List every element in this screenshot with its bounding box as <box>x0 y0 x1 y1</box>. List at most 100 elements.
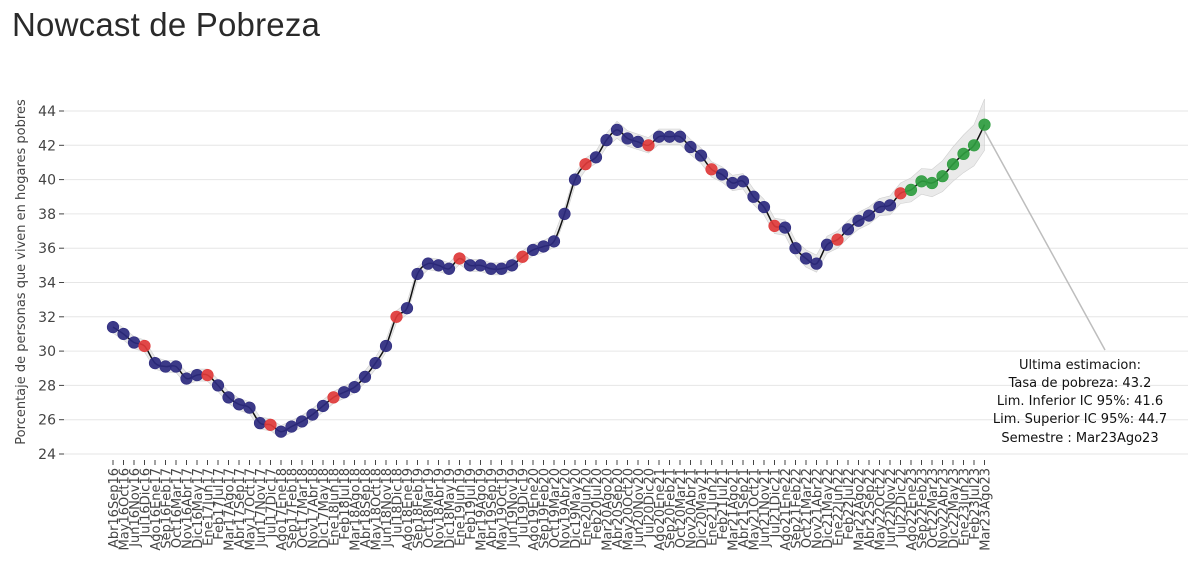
x-tick-label: Dic16May17 <box>191 468 206 549</box>
x-tick-label: Feb21Jul21 <box>716 468 731 540</box>
y-tick-label: 32 <box>38 310 56 326</box>
x-tick-label: Oct19Mar20 <box>548 468 563 548</box>
x-tick-label: May18Oct18 <box>370 468 385 550</box>
x-tick-label: Ene17Jun17 <box>202 468 217 546</box>
x-tick-label: Abr18Sep18 <box>359 468 374 548</box>
data-point <box>684 140 697 154</box>
nowcast-point <box>957 147 970 160</box>
highlight-point <box>516 250 529 263</box>
data-point <box>852 214 865 227</box>
x-tick-label: Nov22Abr23 <box>937 468 952 549</box>
data-point <box>841 223 855 236</box>
confidence-band <box>112 98 985 439</box>
data-point <box>463 259 477 272</box>
x-tick-label: Abr22Sep22 <box>863 468 878 548</box>
x-tick-label: Jun17Nov17 <box>254 468 269 548</box>
x-tick-label: Nov17Abr18 <box>307 468 322 549</box>
x-tick-label: Jun20Nov20 <box>632 468 647 548</box>
x-tick-label: Ago18Ene19 <box>401 468 416 551</box>
nowcast-point <box>946 158 960 171</box>
x-tick-label: Feb22Jul22 <box>842 468 857 540</box>
data-point <box>474 259 487 272</box>
x-tick-label: Dic19May20 <box>569 468 584 549</box>
x-tick-label: Jun21Nov21 <box>758 468 773 548</box>
x-tick-label: Sep16Feb17 <box>160 468 175 549</box>
x-tick-label: Mar17Ago17 <box>223 468 238 551</box>
data-point <box>862 209 876 222</box>
highlight-point <box>201 369 214 382</box>
data-point <box>547 235 561 248</box>
x-tick-label: Mar22Ago22 <box>853 468 868 551</box>
highlight-point <box>705 163 718 176</box>
x-tick-label: May16Oct16 <box>118 468 133 550</box>
x-tick-label: Dic20May21 <box>695 468 710 549</box>
x-tick-label: Abr20Sep20 <box>611 468 626 548</box>
data-point <box>285 420 298 433</box>
nowcast-point <box>967 139 981 152</box>
nowcast-point <box>936 170 949 183</box>
x-tick-label: Oct20Mar21 <box>674 468 689 548</box>
x-axis-ticks: Abr16Sep16May16Oct16Jun16Nov16Jul16Dic16… <box>107 460 994 551</box>
highlight-point <box>264 418 277 431</box>
x-tick-label: Abr19Sep19 <box>485 468 500 548</box>
data-point <box>190 369 204 382</box>
x-tick-label: Jun22Nov22 <box>884 468 899 548</box>
data-point <box>148 357 162 370</box>
data-point <box>778 221 792 234</box>
data-point <box>526 243 540 257</box>
x-tick-label: Feb23Jul23 <box>968 468 983 540</box>
x-tick-label: Ago16Ene17 <box>149 468 164 551</box>
x-tick-label: Ago19Ene20 <box>527 468 542 551</box>
data-point <box>442 262 456 275</box>
annotation-line: Tasa de pobreza: 43.2 <box>1008 376 1152 391</box>
x-tick-label: Ago21Ene22 <box>779 468 794 551</box>
data-point <box>505 259 519 272</box>
annotation-pointer <box>983 130 1106 351</box>
data-point <box>222 391 235 404</box>
x-tick-label: Ene21Jun21 <box>706 468 721 546</box>
annotation-line: Lim. Inferior IC 95%: 41.6 <box>997 394 1163 409</box>
x-tick-label: Oct22Mar23 <box>926 468 941 548</box>
x-tick-label: Abr16Sep16 <box>107 468 122 548</box>
highlight-point <box>327 391 340 404</box>
y-tick-label: 38 <box>38 207 56 223</box>
x-tick-label: Nov21Abr22 <box>811 468 826 549</box>
x-tick-label: Jun18Nov18 <box>380 468 395 548</box>
x-tick-label: Dic22May23 <box>947 468 962 549</box>
x-tick-label: Jul20Dic20 <box>643 468 658 539</box>
data-point <box>243 401 256 414</box>
data-point <box>873 200 886 214</box>
annotation-line: Ultima estimacion: <box>1019 358 1141 373</box>
data-point <box>306 408 319 421</box>
x-tick-label: Dic17May18 <box>317 468 332 549</box>
x-tick-label: Oct16Mar17 <box>170 468 185 548</box>
data-point <box>117 327 130 341</box>
highlight-point <box>579 158 592 171</box>
highlight-point <box>138 339 151 353</box>
data-point <box>400 302 414 315</box>
data-point <box>883 199 897 212</box>
highlight-point <box>390 310 403 323</box>
highlight-point <box>453 252 466 265</box>
data-point <box>274 425 288 438</box>
data-point <box>789 242 802 255</box>
data-point <box>747 190 760 203</box>
x-tick-label: Sep17Feb18 <box>286 468 301 549</box>
highlight-point <box>768 219 781 233</box>
y-tick-label: 36 <box>38 241 56 257</box>
y-tick-label: 24 <box>38 447 56 463</box>
data-point <box>484 262 498 275</box>
data-point <box>295 415 309 428</box>
x-tick-label: Jun19Nov19 <box>506 468 521 548</box>
x-tick-label: Mar19Ago19 <box>475 468 490 551</box>
x-tick-label: Dic18May19 <box>443 468 458 549</box>
data-point <box>106 320 120 334</box>
x-tick-label: Feb17Jul17 <box>212 468 227 540</box>
data-point <box>421 257 435 270</box>
x-tick-label: Sep18Feb19 <box>412 468 427 549</box>
data-point <box>358 370 372 383</box>
x-tick-label: Mar23Ago23 <box>979 468 994 551</box>
x-tick-label: Ene18Jun18 <box>328 468 343 546</box>
x-tick-label: Ene23Jun23 <box>958 468 973 546</box>
